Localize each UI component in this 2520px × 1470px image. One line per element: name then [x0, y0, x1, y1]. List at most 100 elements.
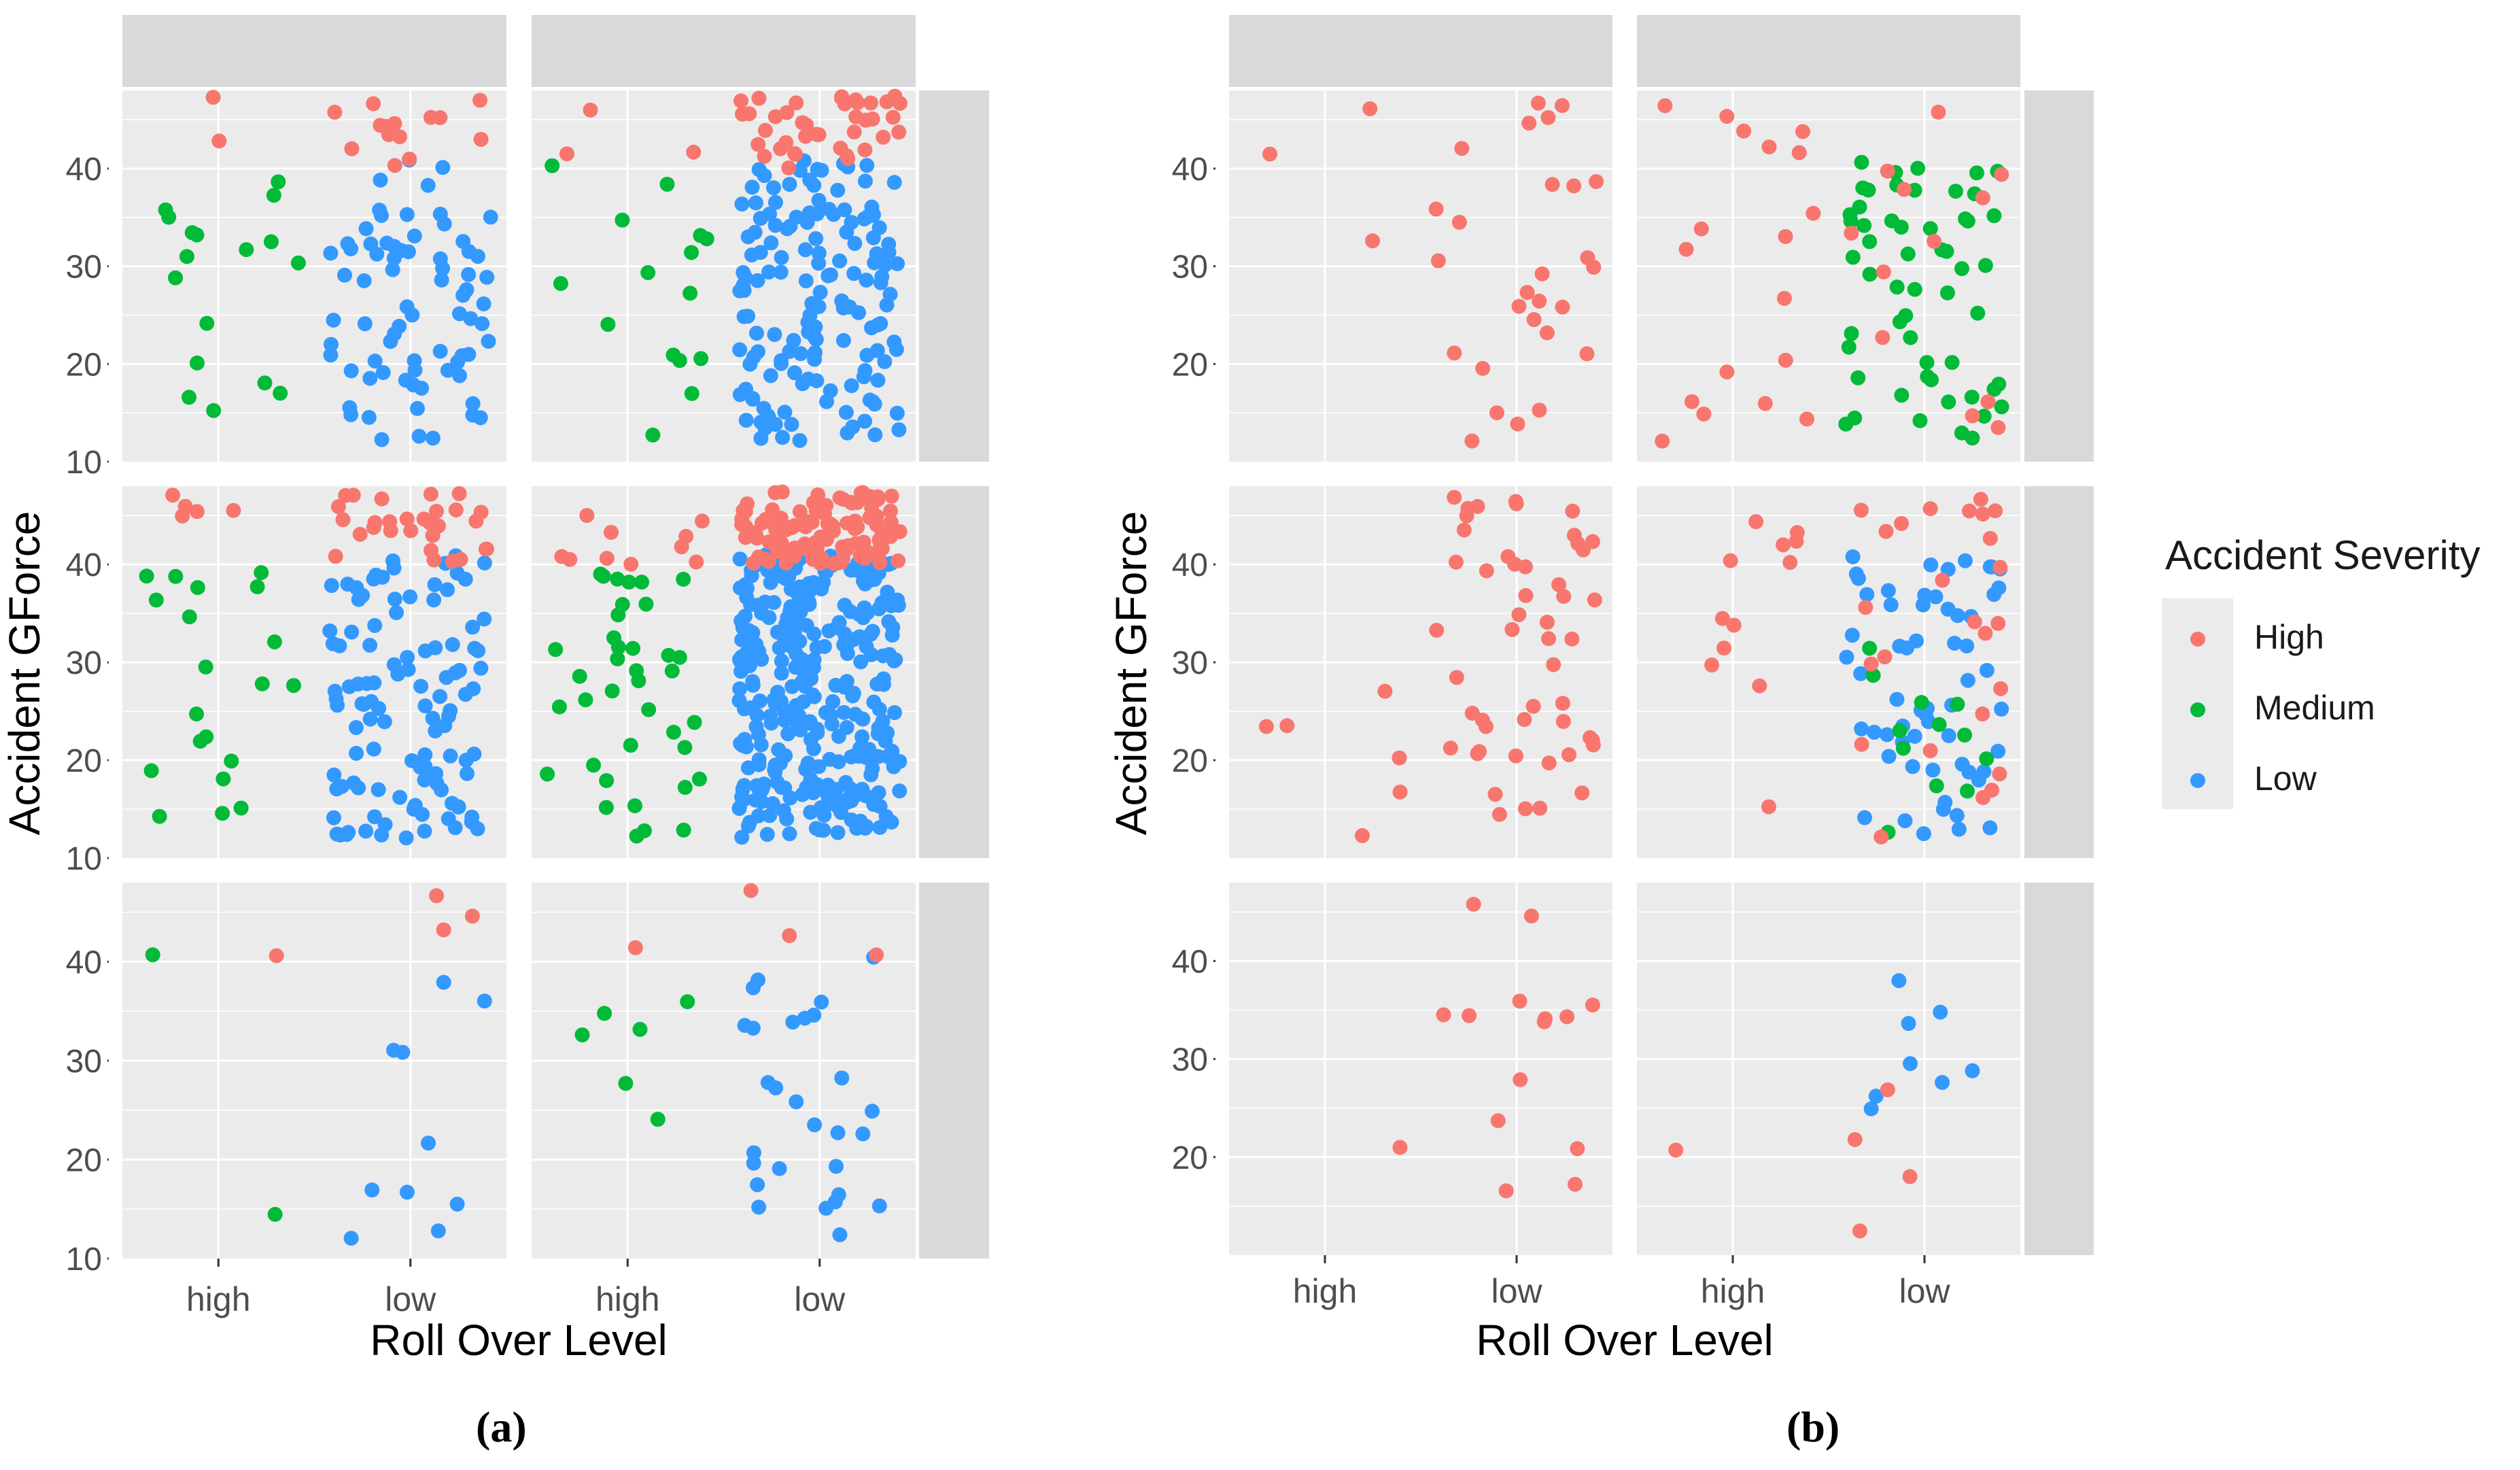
x-axis-title: Roll Over Level [1476, 1316, 1774, 1365]
data-point-medium [254, 676, 270, 691]
data-point-high [1518, 587, 1534, 603]
data-point-low [1935, 1074, 1950, 1090]
data-point-medium [631, 673, 646, 689]
data-point-high [1513, 1072, 1528, 1087]
data-point-medium [215, 771, 231, 787]
data-point-low [1951, 821, 1967, 837]
y-tick-label: 40 [1172, 944, 1208, 980]
data-point-medium [182, 609, 197, 625]
data-point-low [369, 246, 385, 262]
data-point-medium [593, 566, 608, 582]
data-point-high [1726, 617, 1742, 633]
data-point-medium [267, 1207, 283, 1223]
data-point-high [1541, 631, 1557, 647]
data-point-high [1990, 420, 2006, 435]
data-point-medium [545, 158, 560, 173]
data-point-medium [1986, 208, 2002, 224]
data-point-low [784, 417, 799, 432]
data-point-low [762, 808, 778, 823]
data-point-high [856, 534, 871, 550]
data-point-high [1748, 514, 1764, 530]
data-point-high [678, 528, 694, 544]
data-point-low [323, 245, 339, 261]
data-point-medium [645, 427, 661, 443]
data-point-high [1761, 139, 1777, 155]
data-point-high [1967, 614, 1982, 630]
data-point-high [1362, 101, 1378, 116]
data-point-high [767, 109, 783, 124]
data-point-high [175, 508, 190, 524]
data-point-high [1475, 360, 1491, 376]
data-point-low [465, 407, 481, 423]
data-point-low [873, 315, 888, 331]
data-point-low [1879, 727, 1895, 742]
data-point-high [1847, 1132, 1863, 1148]
data-point-high [1668, 1142, 1684, 1158]
data-point-high [686, 144, 702, 160]
facet-strip-right [2024, 883, 2094, 1255]
data-point-low [477, 555, 492, 570]
data-point-low [857, 173, 873, 189]
data-point-high [1539, 325, 1555, 341]
data-point-high [1377, 683, 1393, 699]
data-point-high [1992, 766, 2007, 782]
data-point-low [323, 347, 339, 363]
data-point-low [858, 788, 874, 804]
data-point-low [845, 688, 861, 704]
data-point-medium [168, 568, 184, 584]
data-point-medium [1944, 355, 1960, 371]
data-point-low [812, 822, 827, 838]
data-point-high [1935, 572, 1950, 588]
data-point-high [1540, 109, 1556, 125]
data-point-low [366, 675, 382, 691]
data-point-high [1978, 626, 1993, 641]
data-point-high [1992, 560, 2008, 575]
data-point-low [831, 1187, 846, 1203]
data-point-medium [659, 176, 675, 192]
data-point-low [765, 180, 781, 196]
data-point-high [1392, 1140, 1408, 1155]
y-tick-label: 20 [66, 347, 102, 383]
data-point-high [1448, 554, 1464, 570]
data-point-high [423, 486, 438, 502]
data-point-high [1696, 406, 1712, 422]
y-tick-label: 10 [66, 445, 102, 481]
data-point-low [872, 799, 888, 815]
data-point-low [859, 347, 875, 363]
data-point-low [731, 693, 747, 708]
data-point-low [881, 237, 897, 252]
subfigure-label-a: (a) [476, 1403, 527, 1451]
data-point-high [189, 504, 205, 519]
data-point-high [1586, 260, 1602, 275]
legend-label-low: Low [2254, 759, 2317, 798]
x-tick-label: low [1491, 1272, 1542, 1310]
data-point-high [623, 556, 639, 572]
data-point-high [453, 551, 468, 567]
data-point-low [802, 172, 818, 188]
data-point-medium [1964, 390, 1980, 405]
data-point-medium [676, 571, 691, 587]
data-point-high [352, 526, 368, 542]
data-point-low [847, 236, 863, 252]
data-point-low [374, 432, 390, 447]
data-point-low [420, 177, 436, 193]
y-tick-label: 10 [66, 1242, 102, 1278]
data-point-medium [199, 315, 215, 331]
data-point-high [850, 95, 865, 111]
data-point-low [481, 333, 496, 349]
data-point-low [855, 729, 870, 745]
data-point-high [759, 513, 774, 529]
x-tick-label: high [596, 1280, 660, 1318]
data-point-medium [1850, 370, 1866, 386]
data-point-high [774, 535, 789, 551]
data-point-low [836, 704, 852, 720]
legend-key-high [2190, 632, 2205, 647]
data-point-high [1567, 1176, 1583, 1192]
data-point-medium [627, 798, 642, 814]
data-point-high [1875, 330, 1891, 345]
data-point-low [349, 745, 364, 761]
data-point-high [779, 105, 795, 120]
data-point-medium [1957, 728, 1973, 743]
data-point-low [808, 230, 824, 246]
data-point-low [776, 630, 792, 646]
